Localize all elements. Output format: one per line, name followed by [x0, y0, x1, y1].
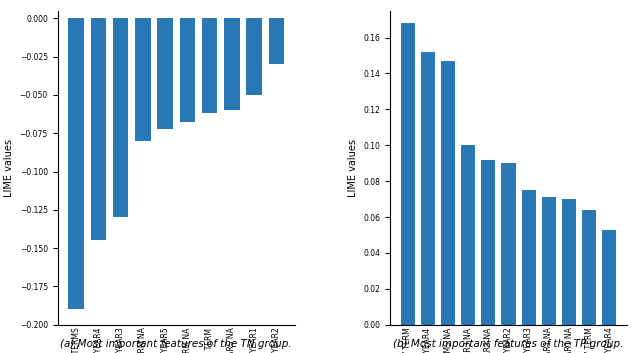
- Bar: [441, 61, 455, 325]
- Y-axis label: LIME values: LIME values: [4, 139, 14, 197]
- Bar: [502, 163, 516, 325]
- Bar: [421, 52, 435, 325]
- Bar: [461, 145, 476, 325]
- Bar: [246, 18, 262, 95]
- Bar: [91, 18, 106, 240]
- Bar: [135, 18, 150, 141]
- Bar: [180, 18, 195, 122]
- Text: (b) Most important features of the TP group.: (b) Most important features of the TP gr…: [394, 340, 624, 349]
- Bar: [202, 18, 218, 113]
- Bar: [522, 190, 536, 325]
- Bar: [113, 18, 129, 217]
- Bar: [602, 229, 616, 325]
- Bar: [68, 18, 84, 310]
- Text: (a) Most important features of the TN group.: (a) Most important features of the TN gr…: [60, 340, 292, 349]
- Bar: [562, 199, 576, 325]
- Y-axis label: LIME values: LIME values: [348, 139, 358, 197]
- Bar: [269, 18, 284, 64]
- Bar: [157, 18, 173, 128]
- Bar: [401, 23, 415, 325]
- Bar: [481, 160, 495, 325]
- Bar: [582, 210, 596, 325]
- Bar: [224, 18, 239, 110]
- Bar: [542, 197, 556, 325]
